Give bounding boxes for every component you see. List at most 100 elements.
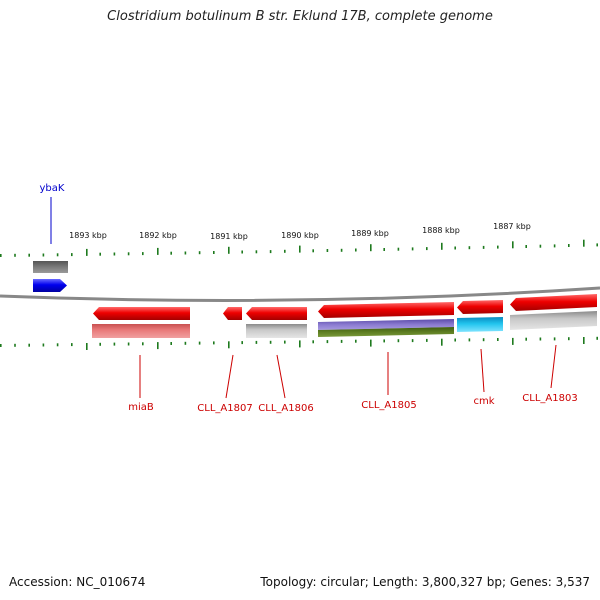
minor-tick bbox=[383, 339, 385, 343]
minor-tick bbox=[213, 251, 215, 254]
major-tick bbox=[299, 340, 301, 348]
major-tick bbox=[157, 342, 159, 350]
minor-tick bbox=[42, 343, 45, 347]
minor-tick bbox=[383, 248, 385, 251]
minor-tick bbox=[397, 247, 400, 251]
gene-label-cmk[interactable]: cmk bbox=[473, 396, 494, 407]
gene-miab[interactable] bbox=[93, 307, 190, 320]
gene-label-cll-a1806[interactable]: CLL_A1806 bbox=[258, 403, 313, 414]
leader-cmk bbox=[480, 348, 485, 393]
leader-cll-a1803 bbox=[550, 344, 557, 389]
minor-tick bbox=[14, 253, 16, 257]
minor-tick bbox=[42, 253, 45, 257]
minor-tick bbox=[284, 340, 286, 344]
scale-ticks-bottom bbox=[0, 336, 598, 350]
leader-cll-a1806 bbox=[276, 354, 286, 399]
minor-tick bbox=[284, 249, 286, 253]
minor-tick bbox=[497, 245, 499, 249]
minor-tick bbox=[411, 247, 414, 251]
minor-tick bbox=[596, 336, 598, 340]
minor-tick bbox=[255, 250, 258, 254]
scale-label: 1890 kbp bbox=[281, 231, 319, 240]
minor-tick bbox=[468, 246, 471, 250]
minor-tick bbox=[0, 254, 2, 257]
minor-tick bbox=[127, 252, 130, 256]
major-tick bbox=[228, 246, 230, 254]
minor-tick bbox=[482, 245, 485, 249]
minor-tick bbox=[539, 244, 542, 248]
minor-tick bbox=[553, 337, 556, 341]
minor-tick bbox=[568, 244, 570, 247]
scale-label: 1893 kbp bbox=[69, 231, 107, 240]
major-tick bbox=[583, 337, 585, 344]
minor-tick bbox=[113, 252, 116, 256]
major-tick bbox=[512, 337, 514, 345]
minor-tick bbox=[142, 252, 144, 256]
gene-cll-a1807[interactable] bbox=[223, 307, 242, 320]
major-tick bbox=[512, 241, 514, 249]
scale-label: 1892 kbp bbox=[139, 231, 177, 240]
gene-label-cll-a1805[interactable]: CLL_A1805 bbox=[361, 400, 416, 411]
major-tick bbox=[441, 242, 443, 250]
minor-tick bbox=[0, 344, 2, 347]
major-tick bbox=[86, 248, 88, 256]
minor-tick bbox=[525, 245, 527, 248]
scale-label: 1887 kbp bbox=[493, 222, 531, 231]
minor-tick bbox=[255, 340, 258, 344]
feature-cll-a1806-gray[interactable] bbox=[246, 324, 307, 338]
gene-label-cll-a1803[interactable]: CLL_A1803 bbox=[522, 393, 577, 404]
minor-tick bbox=[454, 338, 456, 342]
minor-tick bbox=[198, 251, 201, 255]
minor-tick bbox=[28, 253, 30, 257]
minor-tick bbox=[596, 243, 598, 247]
feature-miab-pink[interactable] bbox=[92, 324, 190, 338]
gene-cll-a1803[interactable] bbox=[510, 294, 597, 311]
gene-label-ybak[interactable]: ybaK bbox=[40, 183, 65, 194]
major-tick bbox=[86, 343, 88, 350]
scale-ticks-top bbox=[0, 239, 598, 257]
label-leaders bbox=[50, 197, 557, 399]
gene-label-miab[interactable]: miaB bbox=[128, 402, 154, 413]
gene-cll-a1806[interactable] bbox=[246, 307, 307, 320]
minor-tick bbox=[568, 337, 570, 341]
gene-label-cll-a1807[interactable]: CLL_A1807 bbox=[197, 403, 252, 414]
minor-tick bbox=[454, 246, 456, 250]
minor-tick bbox=[525, 337, 527, 341]
minor-tick bbox=[99, 342, 101, 346]
minor-tick bbox=[269, 250, 272, 254]
major-tick bbox=[157, 247, 159, 255]
scale-labels: 1893 kbp 1892 kbp 1891 kbp 1890 kbp 1889… bbox=[69, 222, 531, 241]
minor-tick bbox=[426, 338, 428, 342]
minor-tick bbox=[241, 341, 243, 345]
minor-tick bbox=[14, 343, 16, 347]
minor-tick bbox=[99, 252, 101, 256]
minor-tick bbox=[170, 342, 172, 345]
major-tick bbox=[299, 245, 301, 253]
major-tick bbox=[370, 339, 372, 347]
gene-cmk[interactable] bbox=[457, 300, 503, 314]
minor-tick bbox=[411, 339, 414, 343]
feature-cll-a1803-gray[interactable] bbox=[510, 311, 597, 330]
minor-tick bbox=[539, 337, 542, 341]
gene-cll-a1805[interactable] bbox=[318, 302, 454, 318]
major-tick bbox=[441, 338, 443, 346]
minor-tick bbox=[340, 248, 343, 252]
major-tick bbox=[228, 341, 230, 349]
map-title: Clostridium botulinum B str. Eklund 17B,… bbox=[107, 9, 493, 24]
feature-cmk-cyan[interactable] bbox=[457, 317, 503, 332]
scale-label: 1889 kbp bbox=[351, 229, 389, 238]
minor-tick bbox=[312, 249, 314, 253]
genome-backbone bbox=[0, 286, 600, 302]
feature-cll-a1805-purple[interactable] bbox=[318, 319, 454, 330]
accession-text: Accession: NC_010674 bbox=[9, 575, 146, 589]
feature-ybak-gray[interactable] bbox=[33, 261, 68, 273]
gene-ybak[interactable] bbox=[33, 279, 67, 292]
minor-tick bbox=[482, 338, 485, 342]
minor-tick bbox=[184, 251, 187, 255]
minor-tick bbox=[553, 244, 556, 248]
minor-tick bbox=[170, 251, 172, 255]
minor-tick bbox=[71, 343, 73, 347]
topology-text: Topology: circular; Length: 3,800,327 bp… bbox=[260, 575, 590, 589]
feature-cll-a1805-olive[interactable] bbox=[318, 327, 454, 337]
